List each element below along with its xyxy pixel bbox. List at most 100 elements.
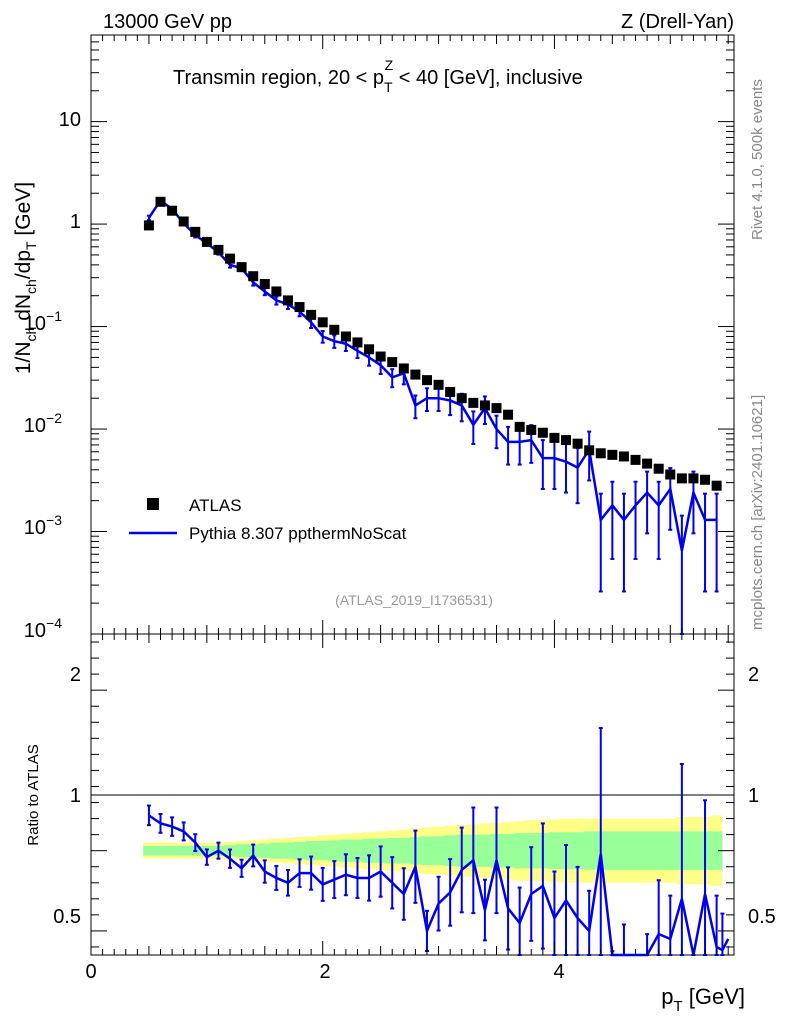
side-rivet-label: Rivet 4.1.0, 500k events <box>749 79 766 240</box>
atlas-point <box>213 244 224 255</box>
atlas-point <box>584 445 595 456</box>
atlas-point <box>167 205 178 216</box>
atlas-point <box>700 474 711 485</box>
ytick-label-1e-1-exp: −1 <box>46 308 62 324</box>
atlas-point <box>248 271 259 282</box>
atlas-point <box>445 386 456 397</box>
atlas-point <box>329 324 340 335</box>
side-mcplots-label: mcplots.cern.ch [arXiv:2401.10621] <box>749 395 766 630</box>
ytick-label-1e-3: 10−3 <box>24 512 62 539</box>
ytick-label-1e-3-base: 10 <box>24 517 46 539</box>
atlas-point <box>607 449 618 460</box>
ylabel-main-b: ch <box>23 327 39 342</box>
atlas-point <box>387 357 398 368</box>
analysis-watermark: (ATLAS_2019_I1736531) <box>335 592 493 608</box>
ratio-mc-series <box>146 727 730 957</box>
xtick-label-0: 0 <box>85 961 96 983</box>
ylabel-ratio: Ratio to ATLAS <box>25 744 42 845</box>
ytick-label-1e-2-base: 10 <box>24 415 46 437</box>
atlas-point <box>178 216 189 227</box>
ytick-label-1: 1 <box>70 211 81 233</box>
ylabel-main: 1/Nch dNch/dpT [GeV] <box>12 182 39 374</box>
main-panel-frame <box>90 34 735 635</box>
atlas-point <box>259 279 270 290</box>
ytick-label-1e-2-exp: −2 <box>46 410 62 426</box>
atlas-point <box>456 393 467 404</box>
ytick-label-1e-1: 10−1 <box>24 308 62 335</box>
ytick-label-1e-2: 10−2 <box>24 410 62 437</box>
xlabel-unit: [GeV] <box>683 984 745 1009</box>
atlas-point <box>688 473 699 484</box>
atlas-point <box>271 286 282 297</box>
ratio-ytick-right-1: 1 <box>748 785 759 807</box>
atlas-point <box>352 337 363 348</box>
atlas-point <box>479 400 490 411</box>
ratio-ytick-right-2: 2 <box>748 664 759 686</box>
legend-atlas-label: ATLAS <box>189 496 242 515</box>
ylabel-main-g: [GeV] <box>12 182 35 242</box>
plot-title-tail: < 40 [GeV], inclusive <box>393 67 583 89</box>
ylabel-main-c: dN <box>12 294 35 327</box>
xtick-label-4: 4 <box>553 961 564 983</box>
xtick-label-2: 2 <box>319 961 330 983</box>
ratio-mc-line <box>148 814 730 957</box>
ratio-ytick-right-05: 0.5 <box>748 906 776 928</box>
xlabel-p: p <box>661 984 673 1009</box>
ratio-band-inner <box>143 831 723 870</box>
ylabel-main-d: ch <box>23 279 39 294</box>
atlas-point <box>410 369 421 380</box>
atlas-point <box>711 480 722 491</box>
atlas-point <box>433 379 444 390</box>
main-atlas-series <box>143 196 722 491</box>
atlas-point <box>306 309 317 320</box>
legend-atlas-marker <box>147 498 159 510</box>
ytick-label-10: 10 <box>59 109 81 131</box>
atlas-point <box>642 458 653 469</box>
atlas-point <box>676 473 687 484</box>
atlas-point <box>514 421 525 432</box>
axis-ticks <box>90 34 734 955</box>
atlas-point <box>630 454 641 465</box>
atlas-point <box>665 469 676 480</box>
ylabel-main-a: 1/N <box>12 341 35 374</box>
atlas-point <box>236 262 247 273</box>
xlabel-sub: T <box>673 998 682 1015</box>
atlas-point <box>190 226 201 237</box>
atlas-point <box>421 375 432 386</box>
atlas-point <box>155 196 166 207</box>
header-right: Z (Drell-Yan) <box>621 11 734 33</box>
atlas-point <box>364 344 375 355</box>
atlas-point <box>595 448 606 459</box>
atlas-point <box>549 432 560 443</box>
legend-pythia-label: Pythia 8.307 ppthermNoScat <box>189 524 407 543</box>
ytick-label-1e-3-exp: −3 <box>46 512 62 528</box>
atlas-point <box>561 435 572 446</box>
atlas-point <box>468 397 479 408</box>
atlas-point <box>143 220 154 231</box>
ytick-label-1e-4-exp: −4 <box>46 615 62 631</box>
atlas-point <box>526 424 537 435</box>
header-left: 13000 GeV pp <box>103 11 232 33</box>
ytick-label-1e-4: 10−4 <box>24 615 62 642</box>
atlas-point <box>201 236 212 247</box>
atlas-point <box>398 363 409 374</box>
ytick-label-1e-4-base: 10 <box>24 620 46 642</box>
atlas-point <box>282 295 293 306</box>
ylabel-main-f: T <box>23 241 39 250</box>
ytick-label-1e-1-base: 10 <box>24 313 46 335</box>
ylabel-main-e: /dp <box>12 250 35 279</box>
atlas-point <box>340 331 351 342</box>
atlas-point <box>317 317 328 328</box>
ratio-ytick-left-1: 1 <box>70 785 81 807</box>
plot-title: Transmin region, 20 < pTZ < 40 [GeV], in… <box>173 57 583 95</box>
xlabel: pT [GeV] <box>661 984 745 1015</box>
atlas-point <box>537 427 548 438</box>
plot-title-sup: Z <box>385 57 394 73</box>
atlas-point <box>375 351 386 362</box>
atlas-point <box>572 438 583 449</box>
atlas-point <box>653 463 664 474</box>
main-mc-series <box>146 197 719 635</box>
ratio-ytick-left-2: 2 <box>70 664 81 686</box>
ratio-ytick-left-05: 0.5 <box>53 906 81 928</box>
